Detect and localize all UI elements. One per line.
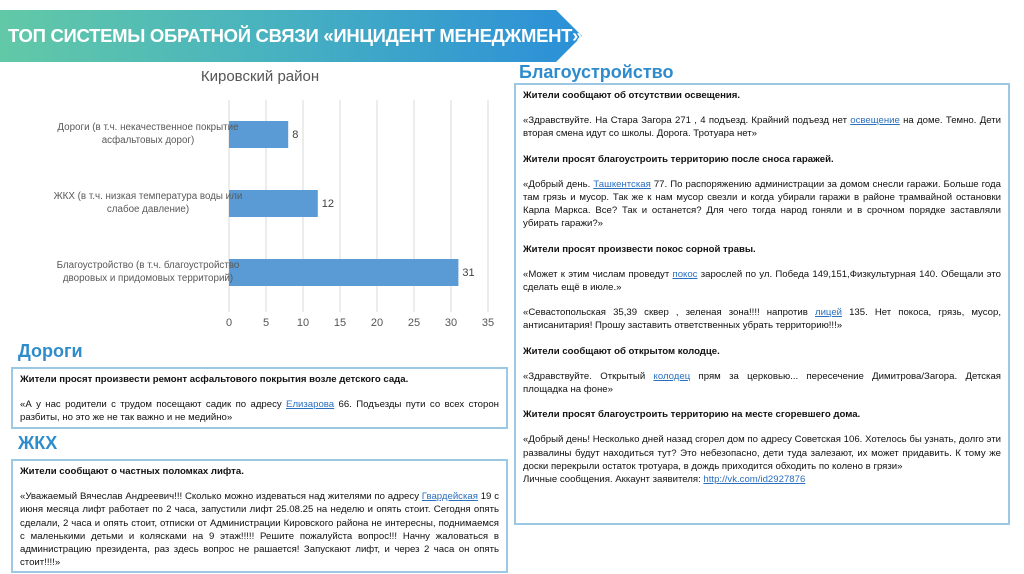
complaint-title: Жители просят благоустроить территорию п… bbox=[523, 153, 834, 165]
complaint-title: Жители сообщают об отсутствии освещения. bbox=[523, 90, 741, 101]
complaint-title: Жители сообщают об открытом колодце. bbox=[523, 345, 720, 357]
x-tick-label: 25 bbox=[408, 317, 420, 329]
category-label: асфальтовых дорог) bbox=[102, 135, 195, 146]
housing-title: Жители сообщают о частных поломках лифта… bbox=[20, 466, 244, 477]
quote-end: 135. Нет покоса, грязь, мусор, антисанит… bbox=[523, 307, 1001, 332]
page-title: ТОП СИСТЕМЫ ОБРАТНОЙ СВЯЗИ «ИНЦИДЕНТ МЕН… bbox=[8, 25, 583, 46]
housing-quote: «Уважаемый Вячеслав Андреевич!!! Сколько… bbox=[20, 490, 499, 569]
roads-quote-end: 66. Подъезды пути со всех сторон разбиты… bbox=[20, 399, 499, 424]
bar bbox=[229, 190, 318, 217]
x-tick-label: 0 bbox=[226, 317, 232, 329]
complaint-quote: «Севастопольская 35,39 сквер , зеленая з… bbox=[523, 306, 1001, 332]
link[interactable]: лицей bbox=[814, 307, 843, 319]
complaint-quote: «Добрый день. Ташкентская 77. По распоря… bbox=[523, 178, 1001, 231]
data-label: 12 bbox=[322, 198, 334, 210]
housing-quote-end: 19 с июня месяца лифт работает по 2 часа… bbox=[20, 491, 499, 569]
account-link[interactable]: http://vk.com/id2927876 bbox=[703, 474, 806, 486]
quote-start: «Здравствуйте. Открытый bbox=[523, 370, 654, 382]
bar-chart: 0 5 10 15 20 25 30 35 8 Дороги (в т.ч. некачестве… bbox=[54, 100, 494, 329]
title-banner: ТОП СИСТЕМЫ ОБРАТНОЙ СВЯЗИ «ИНЦИДЕНТ МЕН… bbox=[0, 10, 582, 62]
improvement-box: Жители сообщают об отсутствии освещения.… bbox=[514, 83, 1010, 525]
data-label: 31 bbox=[462, 267, 474, 279]
improvement-heading: Благоустройство bbox=[519, 62, 674, 82]
quote-start: «Может к этим числам проведут bbox=[523, 268, 673, 280]
roads-box: Жители просят произвести ремонт асфальто… bbox=[11, 367, 508, 429]
roads-quote-start: «А у нас родители с трудом посещают сади… bbox=[20, 399, 287, 411]
category-label: дворовых и придомовых территорий) bbox=[63, 273, 233, 284]
x-tick-label: 20 bbox=[371, 317, 383, 329]
category-label: ЖКХ (в т.ч. низкая температура воды или bbox=[54, 191, 243, 202]
link[interactable]: покос bbox=[672, 268, 698, 280]
x-tick-label: 10 bbox=[297, 317, 309, 329]
roads-title: Жители просят произвести ремонт асфальто… bbox=[20, 374, 409, 385]
housing-box: Жители сообщают о частных поломках лифта… bbox=[11, 459, 508, 573]
complaint-quote: «Здравствуйте. На Стара Загора 271 , 4 п… bbox=[523, 114, 1001, 140]
link[interactable]: колодец bbox=[653, 370, 691, 382]
x-tick-label: 30 bbox=[445, 317, 457, 329]
quote-end: на доме. Темно. Дети вторая смена идут с… bbox=[523, 115, 1001, 140]
address-link[interactable]: Елизарова bbox=[286, 399, 335, 411]
quote-start: «Севастопольская 35,39 сквер , зеленая з… bbox=[523, 307, 815, 319]
data-label: 8 bbox=[292, 129, 298, 141]
housing-quote-start: «Уважаемый Вячеслав Андреевич!!! Сколько… bbox=[20, 491, 422, 503]
chart-title: Кировский район bbox=[200, 68, 320, 85]
quote-end: зарослей по ул. Победа 149,151,Физкульту… bbox=[523, 268, 1001, 294]
x-tick-label: 5 bbox=[263, 317, 269, 329]
quote-start: «Здравствуйте. На Стара Загора 271 , 4 п… bbox=[523, 115, 851, 127]
link[interactable]: Ташкентская bbox=[593, 178, 651, 190]
quote-end: прям за церковью... пересечение Димитров… bbox=[523, 370, 1001, 396]
quote-start: «Добрый день! Несколько дней назад сгоре… bbox=[523, 434, 1001, 472]
category-label: Дороги (в т.ч. некачественное покрытие bbox=[57, 122, 239, 133]
quote-start: «Добрый день. bbox=[523, 178, 594, 190]
bar bbox=[229, 121, 289, 148]
complaint-quote: «Может к этим числам проведут покос заро… bbox=[523, 268, 1001, 294]
category-label: Благоустройство (в т.ч. благоустройство bbox=[57, 260, 240, 271]
x-tick-label: 35 bbox=[482, 317, 494, 329]
housing-heading: ЖКХ bbox=[18, 433, 58, 453]
account-label: Личные сообщения. Аккаунт заявителя: bbox=[523, 474, 704, 486]
bar bbox=[229, 259, 459, 286]
roads-heading: Дороги bbox=[18, 341, 83, 361]
complaint-quote: «Добрый день! Несколько дней назад сгоре… bbox=[523, 433, 1001, 486]
link[interactable]: освещение bbox=[850, 115, 900, 127]
quote-end: 77. По распоряжению администрации за дом… bbox=[523, 178, 1001, 230]
complaint-title: Жители просят произвести покос сорной тр… bbox=[523, 243, 756, 255]
category-label: слабое давление) bbox=[107, 204, 189, 215]
address-link[interactable]: Гвардейская bbox=[421, 491, 478, 503]
complaint-title: Жители просят благоустроить территорию н… bbox=[523, 409, 861, 421]
x-tick-label: 15 bbox=[334, 317, 346, 329]
roads-quote: «А у нас родители с трудом посещают сади… bbox=[20, 398, 499, 424]
complaint-quote: «Здравствуйте. Открытый колодец прям за … bbox=[523, 370, 1001, 396]
